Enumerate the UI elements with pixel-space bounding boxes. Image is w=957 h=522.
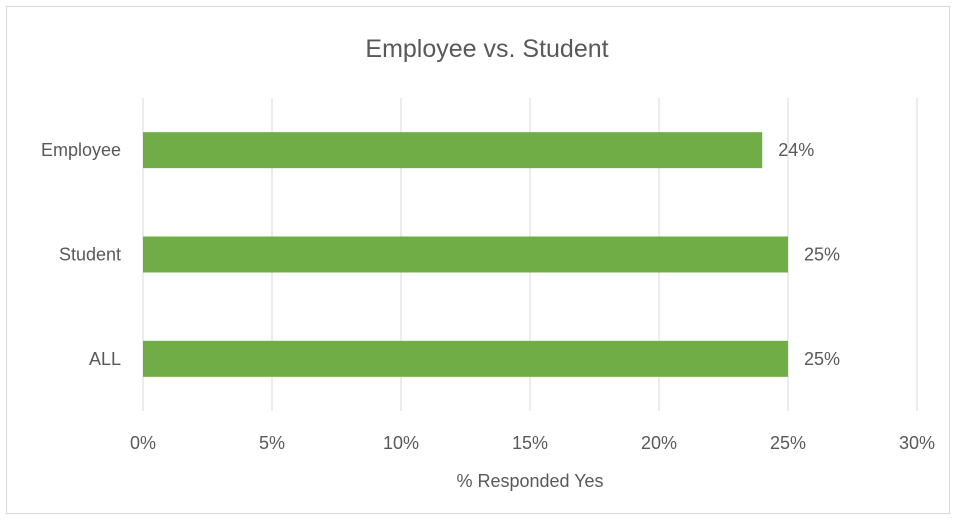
- x-tick-label: 10%: [383, 433, 419, 453]
- bar-student: [143, 236, 788, 273]
- category-label: Employee: [41, 140, 121, 160]
- data-label: 25%: [804, 349, 840, 369]
- x-tick-label: 5%: [259, 433, 285, 453]
- bars: [143, 132, 788, 377]
- data-label: 25%: [804, 245, 840, 265]
- category-label: Student: [59, 245, 121, 265]
- x-axis-title: % Responded Yes: [456, 471, 603, 491]
- bar-employee: [143, 132, 763, 169]
- category-label: ALL: [89, 349, 121, 369]
- x-tick-label: 0%: [130, 433, 156, 453]
- chart-title: Employee vs. Student: [365, 35, 608, 63]
- x-tick-label: 30%: [899, 433, 935, 453]
- x-tick-label: 20%: [641, 433, 677, 453]
- data-label: 24%: [778, 140, 814, 160]
- category-labels: Employee Student ALL: [41, 140, 121, 369]
- data-labels: 24% 25% 25%: [778, 140, 840, 369]
- bar-all: [143, 340, 788, 377]
- x-tick-label: 25%: [770, 433, 806, 453]
- x-tick-label: 15%: [512, 433, 548, 453]
- x-tick-labels: 0% 5% 10% 15% 20% 25% 30%: [130, 433, 935, 453]
